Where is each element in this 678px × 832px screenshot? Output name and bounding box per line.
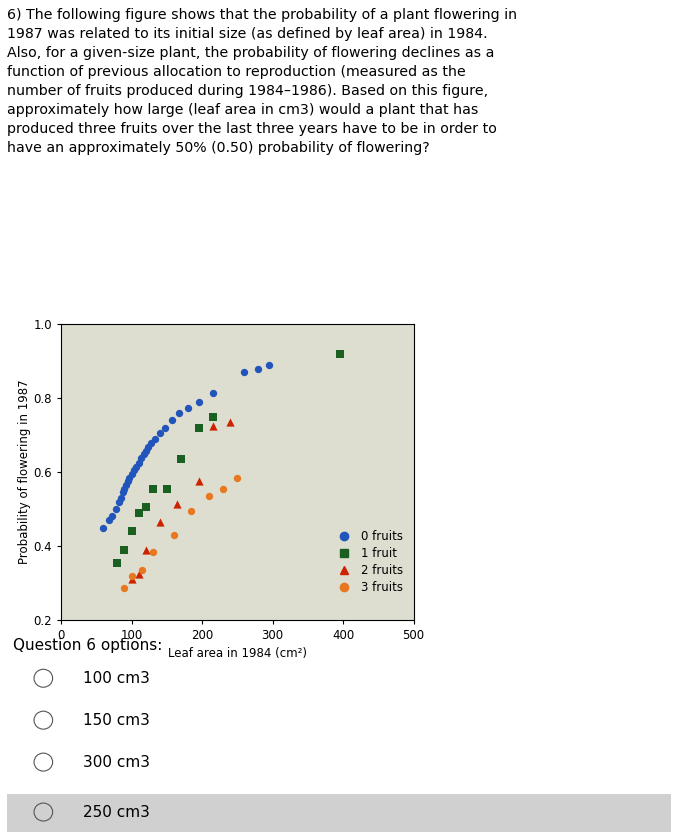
Point bbox=[182, 401, 193, 414]
Point bbox=[130, 460, 141, 473]
Text: 6) The following figure shows that the probability of a plant flowering in
1987 : 6) The following figure shows that the p… bbox=[7, 8, 517, 155]
Point bbox=[128, 463, 139, 477]
Y-axis label: Probability of flowering in 1987: Probability of flowering in 1987 bbox=[18, 380, 31, 564]
FancyBboxPatch shape bbox=[7, 794, 671, 832]
Point bbox=[133, 567, 144, 581]
Point bbox=[174, 406, 185, 419]
Point bbox=[147, 482, 158, 495]
Point bbox=[161, 482, 172, 495]
Point bbox=[140, 444, 151, 458]
Point bbox=[149, 433, 160, 446]
Point bbox=[143, 440, 154, 453]
Point bbox=[140, 543, 151, 557]
Point bbox=[193, 475, 204, 488]
Point bbox=[239, 366, 250, 379]
Point bbox=[264, 359, 275, 372]
Text: 250 cm3: 250 cm3 bbox=[83, 805, 150, 820]
Point bbox=[111, 503, 121, 516]
Point bbox=[193, 395, 204, 409]
Point bbox=[203, 489, 214, 503]
Point bbox=[176, 453, 186, 466]
Point bbox=[253, 362, 264, 375]
Point bbox=[118, 486, 129, 499]
Point bbox=[232, 471, 243, 484]
Point bbox=[123, 475, 134, 488]
Point bbox=[146, 437, 157, 450]
Point bbox=[147, 545, 158, 558]
Text: Question 6 options:: Question 6 options: bbox=[14, 638, 163, 653]
Point bbox=[133, 506, 144, 519]
Point bbox=[138, 448, 149, 461]
Point bbox=[207, 419, 218, 433]
Point bbox=[218, 482, 228, 495]
Point bbox=[172, 497, 183, 510]
Point bbox=[113, 495, 124, 508]
Point bbox=[334, 347, 345, 360]
Point bbox=[155, 427, 165, 440]
Point bbox=[126, 569, 137, 582]
Point bbox=[126, 572, 137, 586]
Point bbox=[126, 524, 137, 537]
Point bbox=[207, 410, 218, 423]
Point bbox=[168, 528, 179, 542]
Point bbox=[160, 421, 171, 434]
Point bbox=[104, 513, 115, 527]
Point bbox=[137, 563, 148, 577]
Point bbox=[167, 414, 178, 427]
Point bbox=[126, 468, 137, 481]
Point bbox=[133, 456, 144, 469]
Text: 300 cm3: 300 cm3 bbox=[83, 755, 151, 770]
Point bbox=[112, 556, 123, 569]
X-axis label: Leaf area in 1984 (cm²): Leaf area in 1984 (cm²) bbox=[167, 647, 307, 661]
Point bbox=[98, 521, 108, 534]
Text: 100 cm3: 100 cm3 bbox=[83, 671, 150, 686]
Point bbox=[107, 510, 118, 523]
Point bbox=[119, 543, 130, 557]
Point bbox=[186, 504, 197, 518]
Point bbox=[115, 492, 126, 505]
Legend: 0 fruits, 1 fruit, 2 fruits, 3 fruits: 0 fruits, 1 fruit, 2 fruits, 3 fruits bbox=[327, 525, 407, 599]
Point bbox=[193, 421, 204, 434]
Point bbox=[121, 478, 132, 492]
Point bbox=[124, 471, 135, 484]
Point bbox=[207, 386, 218, 399]
Text: 150 cm3: 150 cm3 bbox=[83, 713, 150, 728]
Point bbox=[119, 482, 130, 495]
Point bbox=[225, 416, 236, 429]
Point bbox=[119, 582, 130, 595]
Point bbox=[136, 452, 146, 465]
Point bbox=[155, 515, 165, 528]
Point bbox=[140, 501, 151, 514]
